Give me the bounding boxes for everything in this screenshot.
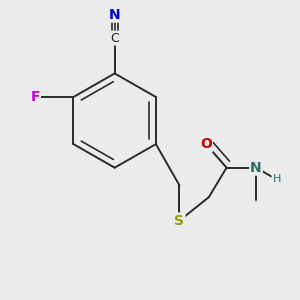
Text: H: H — [272, 174, 281, 184]
Text: F: F — [30, 90, 40, 104]
Text: N: N — [109, 8, 121, 22]
Text: S: S — [174, 214, 184, 228]
Text: N: N — [250, 161, 262, 175]
Text: C: C — [110, 32, 119, 45]
Text: O: O — [200, 137, 212, 151]
